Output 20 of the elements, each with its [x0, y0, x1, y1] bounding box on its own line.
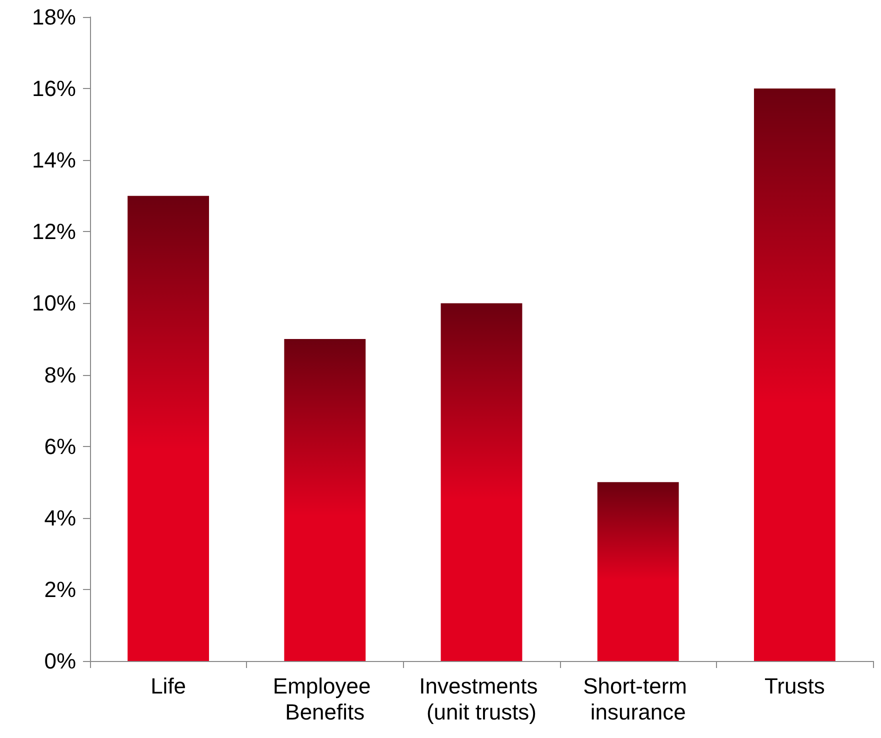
- bar: [597, 482, 679, 661]
- y-tick-label: 4%: [44, 505, 76, 530]
- bar: [284, 339, 366, 661]
- y-tick-label: 8%: [44, 362, 76, 388]
- y-tick-label: 14%: [32, 148, 76, 173]
- bar: [128, 196, 210, 661]
- y-tick-label: 0%: [44, 648, 76, 674]
- y-tick-label: 6%: [44, 434, 76, 459]
- y-tick-label: 18%: [32, 4, 76, 30]
- x-tick-label: Short-term insurance: [583, 674, 694, 724]
- bar: [440, 303, 522, 661]
- x-tick-label: Trusts: [764, 674, 825, 698]
- y-tick-label: 16%: [32, 76, 76, 102]
- y-tick-label: 10%: [32, 290, 76, 316]
- x-tick-label: Employee Benefits: [272, 674, 377, 724]
- x-tick-label: Investments (unit trusts): [419, 674, 544, 724]
- bar: [754, 88, 836, 661]
- y-tick-label: 12%: [32, 219, 76, 244]
- y-tick-label: 2%: [44, 576, 76, 602]
- x-tick-label: Life: [150, 674, 186, 698]
